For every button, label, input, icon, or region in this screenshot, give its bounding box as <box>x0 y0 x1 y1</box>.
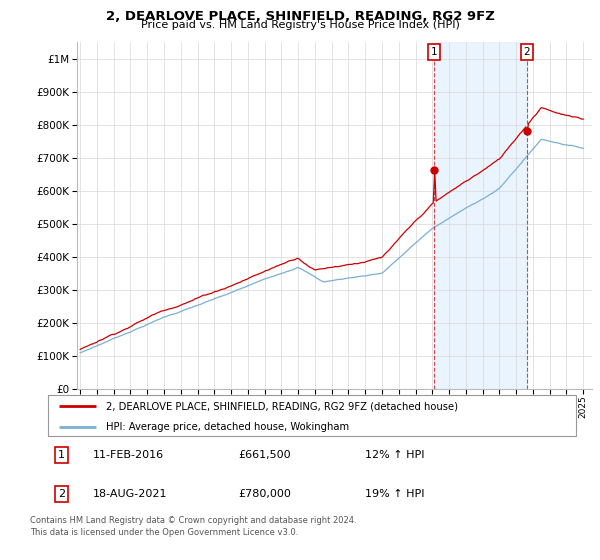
Text: 1: 1 <box>58 450 65 460</box>
Text: £780,000: £780,000 <box>238 489 291 499</box>
Text: 2: 2 <box>58 489 65 499</box>
Text: 11-FEB-2016: 11-FEB-2016 <box>93 450 164 460</box>
Text: 19% ↑ HPI: 19% ↑ HPI <box>365 489 424 499</box>
Text: 12% ↑ HPI: 12% ↑ HPI <box>365 450 424 460</box>
Text: Contains HM Land Registry data © Crown copyright and database right 2024.
This d: Contains HM Land Registry data © Crown c… <box>30 516 356 537</box>
Text: 2, DEARLOVE PLACE, SHINFIELD, READING, RG2 9FZ (detached house): 2, DEARLOVE PLACE, SHINFIELD, READING, R… <box>106 402 458 411</box>
Text: HPI: Average price, detached house, Wokingham: HPI: Average price, detached house, Woki… <box>106 422 349 432</box>
Text: 2, DEARLOVE PLACE, SHINFIELD, READING, RG2 9FZ: 2, DEARLOVE PLACE, SHINFIELD, READING, R… <box>106 10 494 22</box>
Text: £661,500: £661,500 <box>238 450 291 460</box>
Text: 2: 2 <box>523 47 530 57</box>
Text: 18-AUG-2021: 18-AUG-2021 <box>93 489 167 499</box>
FancyBboxPatch shape <box>48 395 576 436</box>
Text: Price paid vs. HM Land Registry's House Price Index (HPI): Price paid vs. HM Land Registry's House … <box>140 20 460 30</box>
Text: 1: 1 <box>431 47 437 57</box>
Bar <box>434 42 527 389</box>
